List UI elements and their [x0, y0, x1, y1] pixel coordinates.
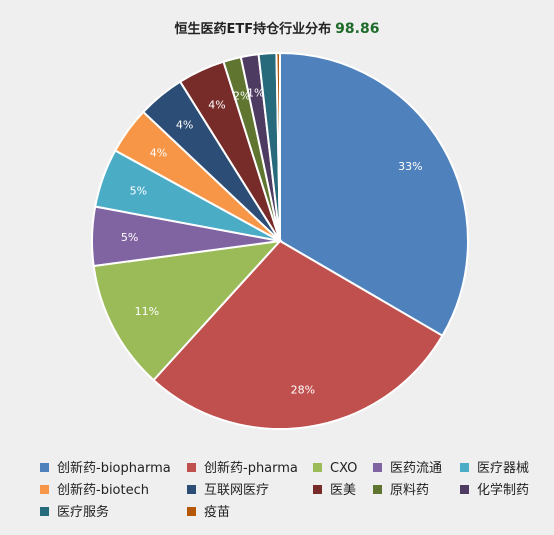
legend-label: 医疗器械 [477, 461, 530, 476]
data-label-8: 2% [233, 90, 250, 103]
pie-slice-1 [152, 239, 444, 430]
chart-title-text: 恒生医药ETF持仓行业分布 [174, 22, 332, 37]
chart-legend: 创新药-biopharma 创新药-pharma CXO 医药流通 医疗器械 创新药-bi… [40, 458, 540, 524]
legend-label: 疫苗 [204, 505, 231, 520]
legend-swatch [373, 463, 382, 472]
legend-swatch [460, 485, 469, 494]
data-label-4: 5% [130, 184, 147, 197]
legend-swatch [187, 507, 196, 516]
legend-item[interactable]: 疫苗 [187, 502, 230, 524]
legend-row: 创新药-biopharma 创新药-pharma CXO 医药流通 医疗器械 [40, 458, 540, 480]
legend-item[interactable]: 创新药-pharma [187, 458, 298, 480]
legend-swatch [373, 485, 382, 494]
legend-item[interactable]: 医药流通 [373, 458, 442, 480]
legend-item[interactable]: 医疗服务 [40, 502, 109, 524]
legend-label: 原料药 [390, 483, 430, 498]
legend-swatch [40, 485, 49, 494]
legend-label: CXO [330, 461, 358, 476]
legend-label: 化学制药 [477, 483, 530, 498]
chart-title: 恒生医药ETF持仓行业分布 98.86 [0, 18, 554, 37]
data-label-1: 28% [291, 384, 315, 397]
legend-row: 创新药-biotech 互联网医疗 医美 原料药 化学制药 [40, 480, 540, 502]
legend-item[interactable]: 互联网医疗 [187, 480, 269, 502]
legend-label: 创新药-pharma [204, 461, 298, 476]
legend-item[interactable]: 原料药 [373, 480, 429, 502]
pie-slice-2 [92, 239, 283, 382]
legend-item[interactable]: 医疗器械 [460, 458, 529, 480]
data-label-3: 5% [121, 231, 138, 244]
legend-swatch [187, 463, 196, 472]
data-label-2: 11% [135, 305, 159, 318]
chart-title-value: 98.86 [335, 21, 380, 37]
legend-row: 医疗服务 疫苗 [40, 502, 540, 524]
legend-item[interactable]: 医美 [313, 480, 356, 502]
legend-label: 创新药-biopharma [57, 461, 171, 476]
legend-swatch [313, 485, 322, 494]
legend-item[interactable]: 化学制药 [460, 480, 529, 502]
legend-swatch [40, 507, 49, 516]
legend-label: 医疗服务 [57, 505, 110, 520]
pie-slice-11 [275, 51, 281, 242]
data-label-9: 1% [247, 87, 264, 100]
pie-slice-0 [279, 51, 469, 338]
legend-swatch [40, 463, 49, 472]
legend-item[interactable]: 创新药-biopharma [40, 458, 171, 480]
legend-item[interactable]: 创新药-biotech [40, 480, 149, 502]
legend-swatch [313, 463, 322, 472]
legend-label: 创新药-biotech [57, 483, 149, 498]
data-label-5: 4% [150, 146, 167, 159]
legend-swatch [187, 485, 196, 494]
data-label-0: 33% [398, 160, 422, 173]
legend-item[interactable]: CXO [313, 458, 357, 480]
legend-label: 医美 [330, 483, 357, 498]
pie-chart: 33% 28% 11% 5% 5% 4% 4% 4% 2%1% [91, 51, 469, 430]
data-label-7: 4% [208, 98, 225, 111]
legend-label: 医药流通 [390, 461, 443, 476]
data-label-6: 4% [176, 119, 193, 132]
legend-label: 互联网医疗 [204, 483, 270, 498]
legend-swatch [460, 463, 469, 472]
